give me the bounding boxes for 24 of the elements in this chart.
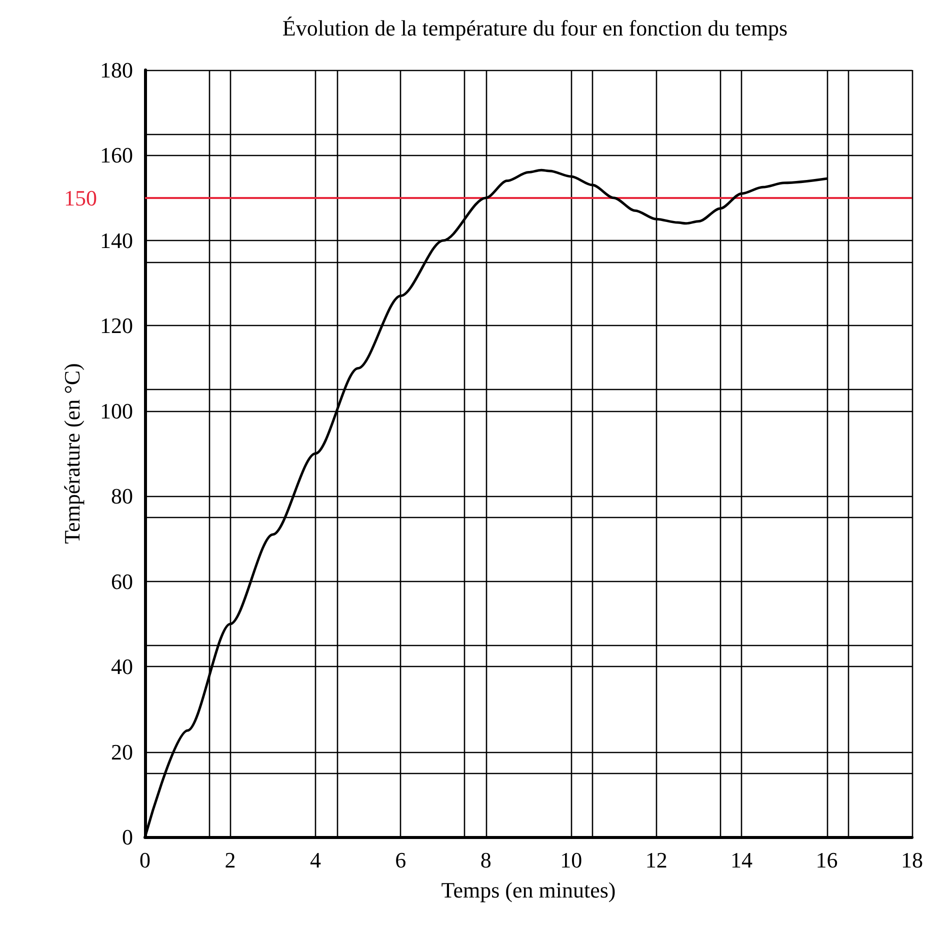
y-tick-label: 180 [100, 58, 133, 82]
y-tick-label: 60 [111, 568, 133, 594]
x-tick-label: 16 [816, 848, 838, 872]
x-axis-title: Temps (en minutes) [441, 878, 616, 902]
x-tick-label: 18 [901, 848, 923, 872]
y-tick-label: 20 [111, 739, 133, 764]
y-tick-label: 160 [100, 142, 133, 168]
y-tick-label: 140 [100, 228, 133, 253]
chart-title: Évolution de la température du four en fonction du temps [282, 16, 788, 40]
y-tick-label: 0 [122, 824, 133, 850]
ref-line-label: 150 [64, 185, 97, 210]
x-tick-label: 6 [395, 848, 406, 872]
x-tick-label: 0 [140, 848, 150, 872]
x-tick-label: 12 [645, 848, 668, 872]
y-axis-title: Température (en °C) [60, 363, 84, 544]
x-tick-label: 2 [224, 848, 236, 872]
x-tick-label: 8 [480, 848, 492, 872]
x-tick-label: 4 [310, 848, 321, 872]
y-tick-label: 80 [111, 484, 133, 509]
y-tick-label: 120 [100, 313, 133, 338]
y-tick-label: 100 [100, 398, 133, 424]
x-tick-label: 14 [730, 848, 753, 872]
x-tick-label: 10 [560, 848, 582, 872]
y-tick-label: 40 [111, 654, 133, 680]
